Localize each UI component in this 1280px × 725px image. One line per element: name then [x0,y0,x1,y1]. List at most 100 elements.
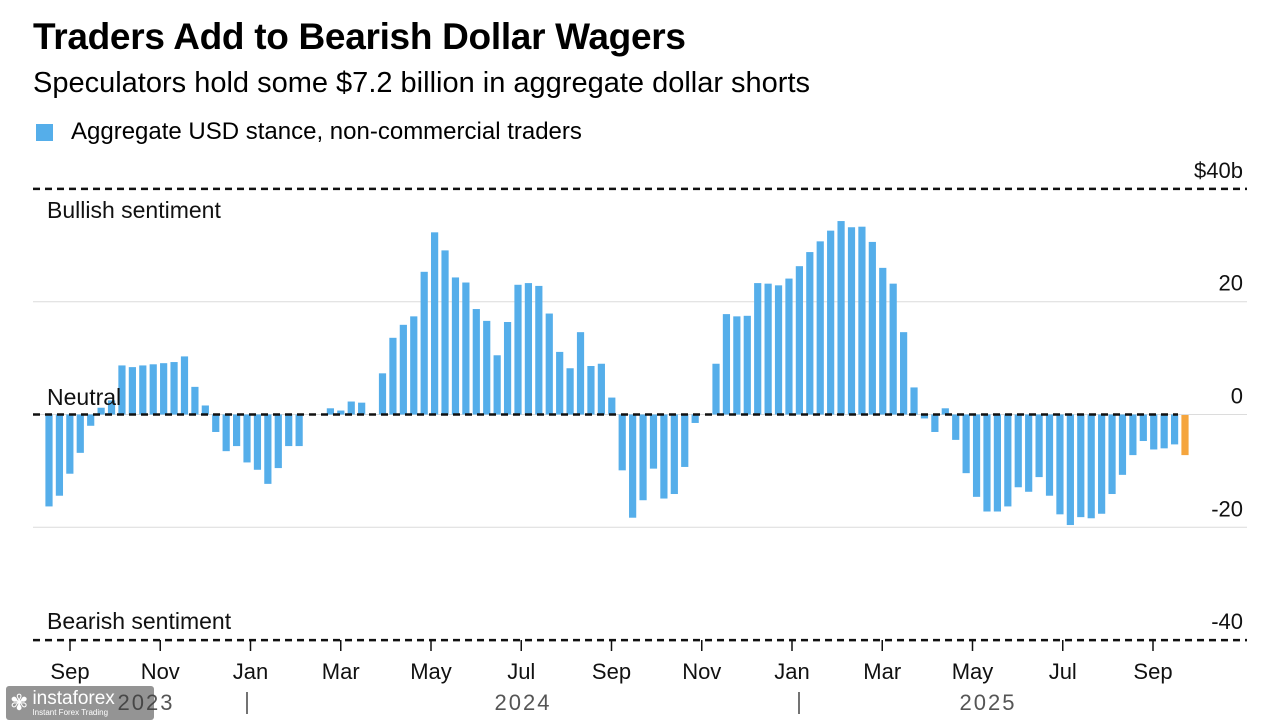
bar [139,365,147,415]
bar [556,351,564,415]
sentiment-annotations: Bullish sentiment Neutral Bearish sentimen… [47,197,232,634]
bar [295,414,303,447]
bar [785,278,793,415]
x-tick-label: Jan [774,659,809,684]
bar [941,408,949,415]
bar [889,283,897,415]
y-tick-label: -20 [1211,496,1243,521]
bar [795,266,803,415]
bar [1025,414,1033,492]
bar [97,407,105,415]
bar [983,414,991,512]
bar [483,320,491,415]
x-tick-label: May [410,659,452,684]
bar [1118,414,1127,475]
bar [180,356,189,415]
bar [118,365,126,415]
bar [837,221,845,415]
bar [274,414,282,469]
bar [754,283,762,415]
x-tick-label: Mar [322,659,360,684]
bar [76,414,84,453]
bar [285,414,293,447]
y-tick-label: $40b [1194,158,1243,183]
bar [358,402,366,415]
watermark-brand: instaforex [32,688,115,709]
brand-icon: ✾ [10,690,29,715]
bar [743,315,751,415]
bar [868,241,876,415]
bar [535,285,543,415]
bars [45,221,1189,526]
bar [962,414,970,474]
bar [774,285,783,415]
bar [1056,414,1064,515]
bar [576,332,585,415]
bar [170,362,178,415]
bar [462,282,470,415]
bar [399,324,407,415]
bar [1004,414,1012,507]
year-label: 2024 [495,690,552,715]
bar [858,226,866,415]
x-tick-label: Sep [50,659,89,684]
bar [1035,414,1043,478]
bar [764,283,772,415]
bar [712,363,720,415]
bar [545,313,553,415]
x-tick-label: Nov [141,659,180,684]
annotation-bearish: Bearish sentiment [47,608,232,634]
bar [128,367,136,415]
bar [920,414,929,419]
bar [431,232,439,415]
annotation-bullish: Bullish sentiment [47,197,221,223]
bar [472,309,480,415]
bar [1098,414,1106,514]
bar [681,414,689,467]
x-tick-label: Jul [507,659,535,684]
bar [1160,414,1168,449]
bar [212,414,220,432]
bar [618,414,626,471]
chart-subtitle: Speculators hold some $7.2 billion in ag… [33,67,811,99]
bar [722,314,731,415]
bar [451,277,460,415]
bar [1150,414,1158,450]
bar [326,408,334,415]
x-tick-label: May [952,659,994,684]
x-tick-label: Mar [863,659,901,684]
bar [1077,414,1085,518]
bar [816,241,824,415]
bar [691,414,699,423]
bar [952,414,960,440]
bar [524,283,533,415]
bar [201,405,209,415]
watermark-logo: ✾ instaforex Instant Forex Trading [6,686,154,720]
bar [608,397,616,415]
bar [972,414,981,497]
bar [910,387,918,415]
bar [389,337,397,415]
bar [1108,414,1116,495]
bar [597,363,605,415]
bar [670,414,678,495]
watermark-tagline: Instant Forex Trading [32,708,109,717]
chart-title: Traders Add to Bearish Dollar Wagers [33,16,686,57]
bar [243,414,251,463]
legend-label: Aggregate USD stance, non-commercial tra… [71,118,582,145]
bar [222,414,230,452]
bar [66,414,74,474]
bar [410,316,418,415]
bar [420,271,428,415]
bar [587,366,595,415]
bar [378,373,387,415]
x-tick-label: Sep [592,659,631,684]
bar [347,401,355,415]
legend: Aggregate USD stance, non-commercial tra… [36,118,582,146]
y-tick-label: 0 [1231,384,1243,409]
y-tick-labels: $40b 20 0 -20 -40 [1194,158,1243,634]
bar [160,363,168,415]
annotation-neutral: Neutral [47,384,121,410]
bar [1139,414,1147,442]
bar [233,414,241,447]
